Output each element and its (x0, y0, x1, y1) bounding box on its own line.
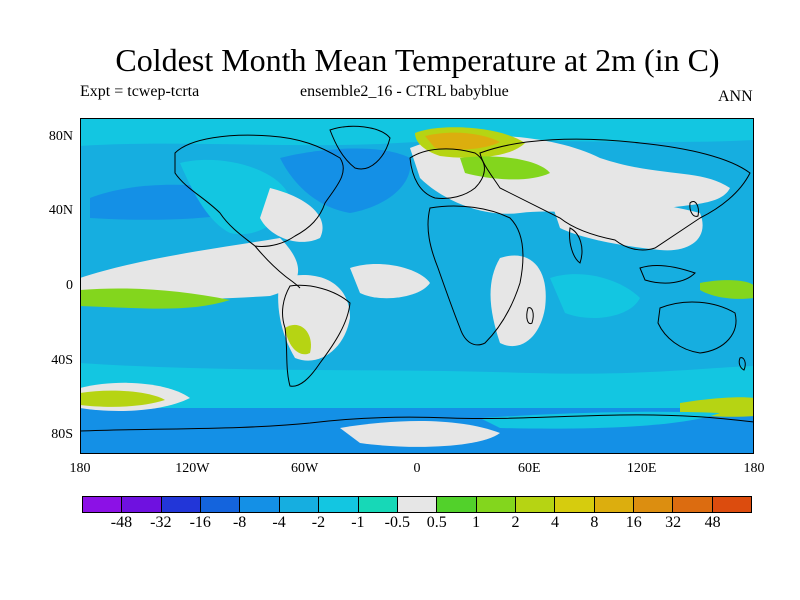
plot-title: Coldest Month Mean Temperature at 2m (in… (115, 42, 720, 78)
india-coast (569, 227, 583, 264)
colorbar-swatch (161, 497, 202, 512)
coastlines (80, 125, 754, 432)
temperature-field (80, 118, 754, 454)
asia-coast (479, 138, 751, 251)
colorbar-swatch (634, 497, 674, 512)
antarctic-light (480, 411, 720, 429)
experiment-label: Expt = tcwep-tcrta (80, 83, 200, 100)
colorbar-label: -16 (189, 514, 211, 531)
colorbar-label: -2 (311, 514, 326, 531)
colorbar-swatch (673, 497, 713, 512)
temperature-map (80, 118, 754, 454)
indian-ocean-field (550, 274, 640, 318)
australia-coast (657, 301, 737, 354)
longitude-tick-label: 0 (413, 461, 421, 476)
colorbar-label: -32 (150, 514, 172, 531)
colorbar-swatch (83, 497, 123, 512)
longitude-tick-label: 60W (291, 461, 319, 476)
longitude-tick-label: 60E (518, 461, 541, 476)
pacific-neutral-band (80, 238, 299, 300)
colorbar-label: 16 (625, 514, 642, 531)
new-zealand-coast (738, 357, 746, 371)
latitude-tick-label: 80N (48, 128, 73, 144)
latitude-tick-label: 0 (66, 278, 73, 293)
colorbar-label: -8 (232, 514, 247, 531)
colorbar-swatch (201, 497, 241, 512)
colorbar-swatch (358, 497, 398, 512)
latitude-tick-label: 80S (51, 427, 73, 443)
south-america-coast (282, 284, 351, 387)
colorbar-swatch (515, 497, 556, 512)
colorbar-label: 8 (590, 514, 599, 531)
greenland-coast (329, 125, 391, 170)
colorbar-label: 32 (665, 514, 682, 531)
antarctic-neutral (340, 421, 500, 447)
colorbar-swatch (397, 497, 438, 512)
southern-ocean-light (80, 363, 754, 408)
colorbar-label: 48 (704, 514, 721, 531)
southern-green-east (680, 397, 754, 417)
latitude-tick-label: 40N (48, 203, 73, 219)
colorbar-label: -1 (351, 514, 365, 531)
europe-coast (409, 148, 485, 199)
colorbar-label: -4 (272, 514, 286, 531)
case-label: ensemble2_16 - CTRL babyblue (300, 83, 509, 100)
map-border (80, 118, 754, 454)
colorbar-swatch (240, 497, 280, 512)
russia-green (460, 156, 550, 180)
north-america-coast (174, 134, 344, 247)
longitude-tick-label: 180 (743, 461, 765, 476)
colorbar-label: -0.5 (384, 514, 410, 531)
western-pacific-green (700, 280, 754, 299)
colorbar-swatch (594, 497, 635, 512)
colorbar-swatch (476, 497, 516, 512)
colorbar-label: -48 (110, 514, 133, 531)
pacific-green-band (80, 288, 230, 309)
colorbar-label: 0.5 (426, 514, 447, 531)
scandinavia-core (425, 132, 500, 150)
arctic-band (80, 118, 754, 146)
north-atlantic-field (280, 148, 411, 213)
colorbar-swatch (319, 497, 359, 512)
central-america-coast (254, 245, 301, 289)
madagascar-coast (526, 307, 534, 325)
colorbar-swatch (279, 497, 320, 512)
maritime-continent-coast (639, 265, 696, 284)
longitude-tick-label: 120W (175, 461, 210, 476)
latitude-tick-label: 40S (51, 352, 73, 368)
longitude-tick-label: 120E (626, 461, 657, 476)
japan-coast (689, 201, 699, 217)
colorbar-label: 2 (511, 514, 520, 531)
colorbar (82, 496, 752, 513)
longitude-tick-label: 180 (69, 461, 91, 476)
colorbar-label: 4 (550, 514, 559, 531)
colorbar-swatch (712, 497, 752, 512)
southern-green-west (80, 390, 165, 407)
asia-neutral (550, 196, 703, 251)
colorbar-swatch (122, 497, 162, 512)
colorbar-swatch (437, 497, 477, 512)
atlantic-neutral (350, 263, 430, 299)
season-label: ANN (718, 88, 753, 105)
colorbar-label: 1 (472, 514, 481, 531)
africa-coast (427, 205, 524, 346)
colorbar-swatch (555, 497, 595, 512)
antarctica-coast (80, 414, 754, 432)
south-america-green (285, 324, 311, 355)
